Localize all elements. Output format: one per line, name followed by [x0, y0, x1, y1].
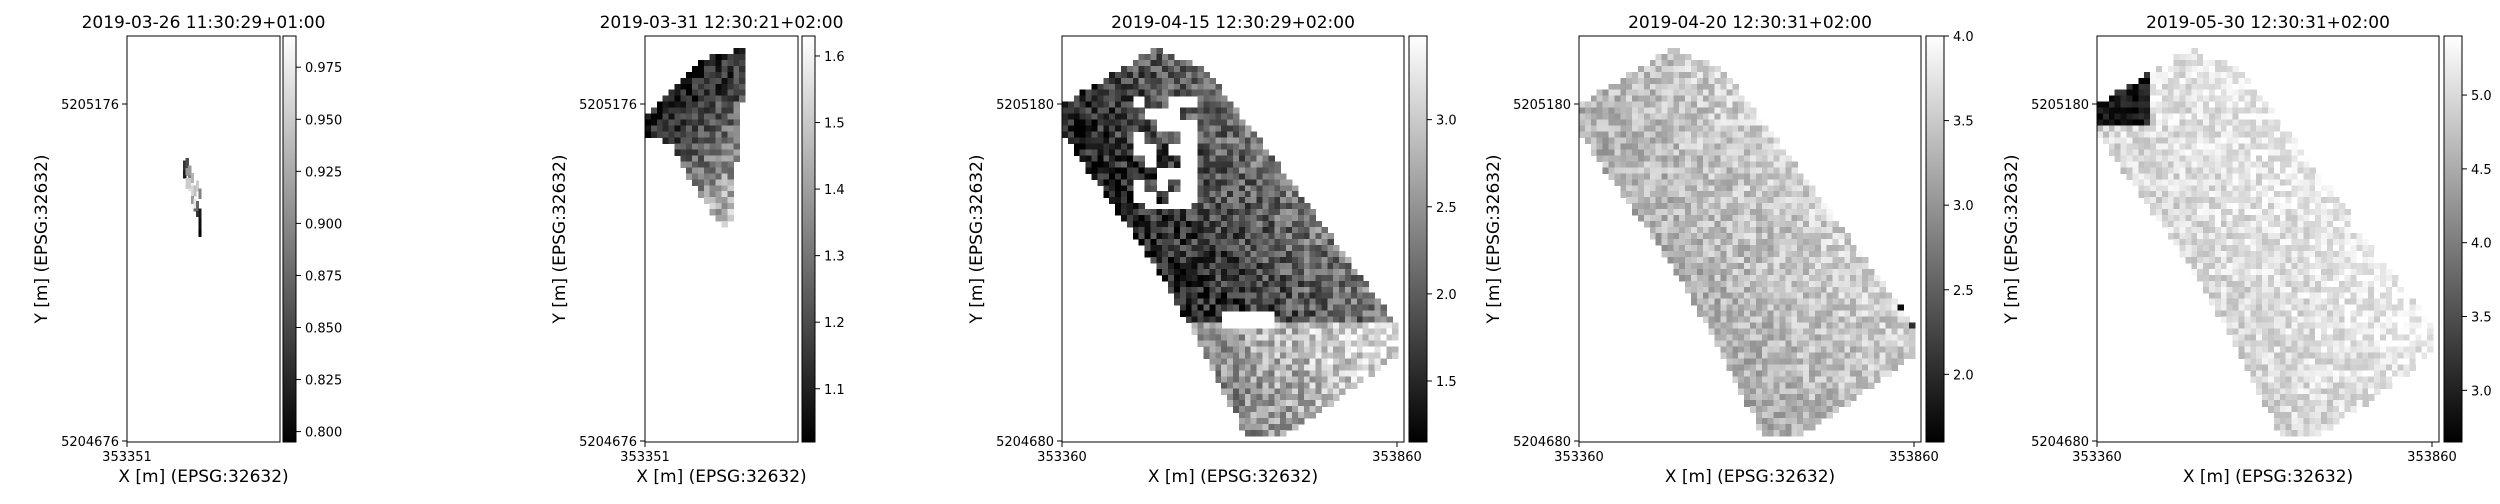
- y-axis-label: Y [m] (EPSG:32632): [2002, 154, 2022, 324]
- y-tick-label: 5205176: [579, 98, 637, 113]
- panel-title: 2019-05-30 12:30:31+02:00: [2146, 13, 2390, 33]
- colorbar-tick-label: 3.5: [2471, 311, 2492, 326]
- colorbar-tick-label: 4.0: [2471, 237, 2492, 252]
- y-tick-label: 5204676: [61, 435, 119, 450]
- x-tick-label: 353860: [2407, 450, 2457, 465]
- colorbar-tick-label: 1.5: [1436, 375, 1457, 390]
- colorbar: [283, 36, 296, 442]
- y-tick-label: 5204680: [996, 435, 1054, 450]
- x-axis-label: X [m] (EPSG:32632): [2183, 467, 2353, 487]
- y-tick-label: 5204680: [1513, 435, 1571, 450]
- y-tick-label: 5205176: [61, 98, 119, 113]
- y-axis-label: Y [m] (EPSG:32632): [1484, 154, 1504, 324]
- colorbar-tick-label: 1.4: [824, 183, 845, 198]
- raster-image: [1579, 48, 1916, 437]
- x-axis-label: X [m] (EPSG:32632): [1665, 467, 1835, 487]
- x-axis-label: X [m] (EPSG:32632): [118, 467, 288, 487]
- colorbar-tick-label: 3.5: [1953, 115, 1974, 130]
- x-tick-label: 353351: [620, 450, 670, 465]
- colorbar-tick-label: 4.5: [2471, 163, 2492, 178]
- panel-title: 2019-03-26 11:30:29+01:00: [82, 13, 326, 33]
- colorbar-tick-label: 4.0: [1953, 30, 1974, 45]
- colorbar-tick-label: 3.0: [1436, 114, 1457, 129]
- x-tick-label: 353360: [2072, 450, 2122, 465]
- colorbar: [1409, 36, 1427, 442]
- colorbar-tick-label: 1.6: [824, 50, 845, 65]
- colorbar-tick-label: 0.925: [305, 165, 342, 180]
- y-tick-label: 5205180: [996, 98, 1054, 113]
- raster-image: [2097, 48, 2434, 437]
- colorbar-tick-label: 0.875: [305, 269, 342, 284]
- y-tick-label: 5205180: [2031, 98, 2089, 113]
- colorbar-tick-label: 2.0: [1436, 288, 1457, 303]
- colorbar-tick-label: 2.0: [1953, 368, 1974, 383]
- x-tick-label: 353860: [1372, 450, 1422, 465]
- x-axis-label: X [m] (EPSG:32632): [636, 467, 806, 487]
- colorbar-tick-label: 0.900: [305, 217, 342, 232]
- x-tick-label: 353360: [1037, 450, 1087, 465]
- colorbar-tick-label: 0.975: [305, 61, 342, 76]
- colorbar-tick-label: 0.800: [305, 426, 342, 441]
- colorbar-tick-label: 1.5: [824, 117, 845, 132]
- colorbar: [2444, 36, 2462, 442]
- colorbar-tick-label: 1.1: [824, 383, 845, 398]
- colorbar-tick-label: 2.5: [1953, 284, 1974, 299]
- colorbar-tick-label: 5.0: [2471, 89, 2492, 104]
- raster-image: [1062, 48, 1399, 437]
- y-tick-label: 5204680: [2031, 435, 2089, 450]
- colorbar-tick-label: 0.850: [305, 321, 342, 336]
- colorbar-tick-label: 1.3: [824, 250, 845, 265]
- x-tick-label: 353360: [1554, 450, 1604, 465]
- x-axis-label: X [m] (EPSG:32632): [1148, 467, 1318, 487]
- axes-frame: [127, 36, 280, 442]
- panel-title: 2019-04-15 12:30:29+02:00: [1111, 13, 1355, 33]
- colorbar: [802, 36, 815, 442]
- raster-image: [183, 158, 201, 237]
- colorbar-tick-label: 3.0: [1953, 199, 1974, 214]
- x-tick-label: 353351: [102, 450, 152, 465]
- colorbar-tick-label: 1.2: [824, 316, 845, 331]
- colorbar-tick-label: 2.5: [1436, 201, 1457, 216]
- y-tick-label: 5204676: [579, 435, 637, 450]
- raster-image: [645, 48, 746, 228]
- colorbar-tick-label: 0.825: [305, 374, 342, 389]
- y-tick-label: 5205180: [1513, 98, 1571, 113]
- y-axis-label: Y [m] (EPSG:32632): [32, 154, 52, 324]
- x-tick-label: 353860: [1889, 450, 1939, 465]
- y-axis-label: Y [m] (EPSG:32632): [967, 154, 987, 324]
- y-axis-label: Y [m] (EPSG:32632): [550, 154, 570, 324]
- colorbar: [1926, 36, 1944, 442]
- panel-title: 2019-03-31 12:30:21+02:00: [600, 13, 844, 33]
- panel-title: 2019-04-20 12:30:31+02:00: [1628, 13, 1872, 33]
- colorbar-tick-label: 3.0: [2471, 384, 2492, 399]
- colorbar-tick-label: 0.950: [305, 113, 342, 128]
